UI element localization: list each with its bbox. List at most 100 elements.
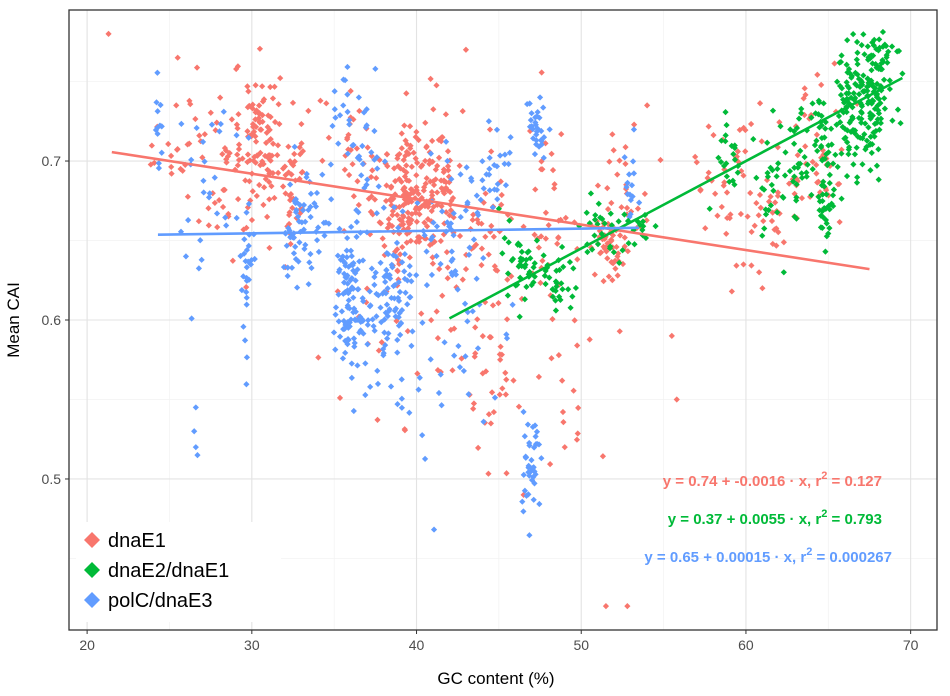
data-point xyxy=(285,224,292,232)
data-point xyxy=(364,176,371,183)
data-point xyxy=(613,243,620,251)
data-point xyxy=(444,219,451,226)
data-point xyxy=(530,135,537,142)
data-point xyxy=(373,210,380,217)
data-point xyxy=(292,243,299,250)
data-point xyxy=(727,211,734,218)
data-point xyxy=(266,136,273,144)
data-point xyxy=(538,69,545,76)
data-point xyxy=(705,169,712,176)
data-point xyxy=(337,256,344,263)
data-point xyxy=(569,293,576,300)
data-point xyxy=(235,146,243,153)
data-point xyxy=(315,248,322,255)
data-point xyxy=(591,216,599,223)
data-point xyxy=(355,94,362,101)
data-point xyxy=(412,206,419,213)
data-point xyxy=(407,145,414,152)
data-point xyxy=(600,243,607,250)
data-point xyxy=(878,66,885,73)
data-point xyxy=(382,278,389,286)
data-point xyxy=(475,444,482,451)
data-point xyxy=(615,250,622,257)
data-point xyxy=(486,165,493,172)
data-point xyxy=(275,101,282,108)
data-point xyxy=(315,224,322,231)
data-point xyxy=(384,224,391,232)
data-point xyxy=(235,141,243,148)
data-point xyxy=(816,99,823,106)
data-point xyxy=(723,173,730,180)
data-point xyxy=(384,335,391,342)
data-point xyxy=(252,82,259,89)
data-point xyxy=(508,215,515,223)
data-point xyxy=(865,79,872,86)
data-point xyxy=(261,184,268,191)
data-point xyxy=(818,81,825,88)
data-point xyxy=(288,196,295,203)
data-point xyxy=(879,59,887,66)
data-point xyxy=(605,273,613,280)
data-point xyxy=(549,167,557,174)
data-point xyxy=(853,56,860,63)
data-point xyxy=(498,351,505,358)
data-point xyxy=(344,134,351,141)
data-point xyxy=(518,262,525,270)
data-point xyxy=(200,189,207,196)
data-point xyxy=(311,200,318,207)
data-point xyxy=(822,119,829,126)
data-point xyxy=(819,191,826,198)
data-point xyxy=(188,315,195,322)
data-point xyxy=(359,142,366,150)
data-point xyxy=(448,248,455,255)
data-point xyxy=(502,369,509,376)
data-point xyxy=(346,121,353,128)
data-point xyxy=(723,189,731,196)
data-point xyxy=(413,172,420,179)
data-point xyxy=(246,102,253,109)
data-point xyxy=(515,403,523,410)
data-point xyxy=(234,125,241,132)
data-point xyxy=(853,38,861,46)
x-tick-label: 50 xyxy=(573,637,589,653)
data-point xyxy=(464,199,471,206)
data-point xyxy=(398,130,405,137)
data-point xyxy=(527,117,534,124)
data-point xyxy=(627,211,634,218)
data-point xyxy=(331,106,338,113)
data-point xyxy=(342,274,349,281)
data-point xyxy=(523,492,530,499)
data-point xyxy=(502,391,509,398)
data-point xyxy=(608,237,615,244)
data-point xyxy=(474,209,481,216)
data-point xyxy=(264,123,271,131)
data-point xyxy=(522,261,529,268)
data-point xyxy=(414,159,421,167)
data-point xyxy=(368,193,375,200)
data-point xyxy=(504,270,512,277)
data-point xyxy=(469,308,476,315)
data-point xyxy=(179,167,186,174)
data-point xyxy=(833,121,840,128)
data-point xyxy=(266,170,273,177)
regression-equation: y = 0.37 + 0.0055 · x, r2 = 0.793 xyxy=(668,508,882,528)
data-point xyxy=(168,163,175,171)
data-point xyxy=(214,224,221,231)
data-point xyxy=(488,389,496,396)
data-point xyxy=(438,138,445,145)
data-point xyxy=(825,149,832,156)
data-point xyxy=(542,280,549,288)
data-point xyxy=(404,209,411,216)
data-point xyxy=(472,350,479,357)
data-point xyxy=(397,165,404,172)
data-point xyxy=(553,267,560,274)
data-point xyxy=(449,272,456,279)
data-point xyxy=(482,233,489,240)
data-point xyxy=(430,526,438,533)
data-point xyxy=(336,225,343,232)
data-point xyxy=(849,115,856,122)
data-point xyxy=(641,190,648,197)
data-point xyxy=(154,124,161,131)
data-point xyxy=(426,241,434,249)
data-point xyxy=(591,232,598,239)
